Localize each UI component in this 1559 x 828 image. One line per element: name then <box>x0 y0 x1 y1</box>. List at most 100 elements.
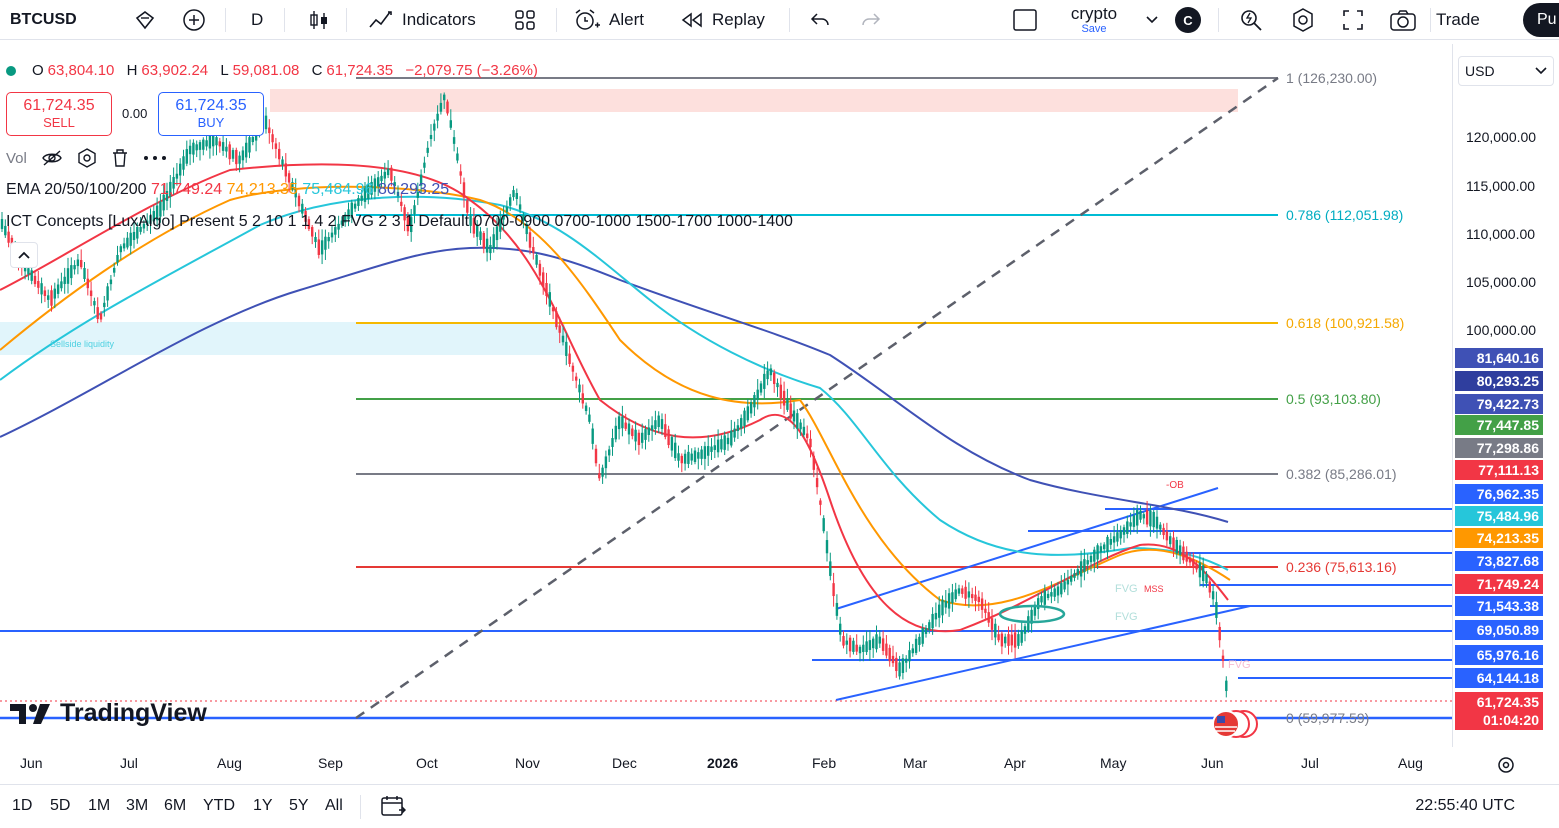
sell-button[interactable]: 61,724.35 SELL <box>6 92 112 136</box>
eye-hidden-icon[interactable] <box>41 149 63 167</box>
fib-label-1: 1 (126,230.00) <box>1286 70 1378 86</box>
candle-body <box>304 210 307 222</box>
bottom-toolbar: 1D 5D 1M 3M 6M YTD 1Y 5Y All 22:55:40 UT… <box>0 784 1559 828</box>
candle-body <box>175 173 179 179</box>
candle-body <box>905 658 908 663</box>
candle-body <box>119 246 122 253</box>
candle-body <box>1169 536 1172 545</box>
candle-body <box>1182 546 1185 561</box>
candle-body <box>551 307 555 312</box>
symbol-search[interactable]: BTCUSD <box>10 11 77 28</box>
ema-legend[interactable]: EMA 20/50/100/200 71,749.24 74,213.35 75… <box>6 181 449 199</box>
layout-square-icon[interactable] <box>1012 0 1038 40</box>
go-to-date-calendar-icon[interactable] <box>380 794 407 823</box>
replay-button[interactable]: Replay <box>680 0 765 40</box>
candle-body <box>1083 559 1086 573</box>
candle-body <box>1070 575 1073 582</box>
candle-body <box>967 591 971 598</box>
range-ytd[interactable]: YTD <box>203 797 235 814</box>
settings-icon[interactable] <box>77 148 97 168</box>
candle-body <box>429 134 433 140</box>
candle-body <box>707 446 710 456</box>
candle-body <box>548 292 551 307</box>
range-1d[interactable]: 1D <box>12 797 33 814</box>
candle-body <box>489 244 492 254</box>
candle-body <box>393 182 396 187</box>
candle-body <box>1089 555 1093 563</box>
candle-body <box>812 455 815 470</box>
utc-clock[interactable]: 22:55:40 UTC <box>1415 797 1515 814</box>
chart-pane[interactable]: -OB FVG MSS FVG FVG Sellside liquidity <box>0 44 1452 747</box>
range-1m[interactable]: 1M <box>88 797 111 814</box>
candle-body <box>327 237 330 242</box>
price-tag: 71,749.24 <box>1455 574 1543 594</box>
candle-body <box>700 449 703 459</box>
range-all[interactable]: All <box>325 797 343 814</box>
candle-body <box>581 393 584 404</box>
candle-body <box>977 596 980 603</box>
candle-body <box>736 425 740 432</box>
candle-body <box>109 279 113 285</box>
candle-body <box>769 368 773 376</box>
time-axis[interactable]: Jun Jul Aug Sep Oct Nov Dec 2026 Feb Mar… <box>0 747 1559 779</box>
candles-icon[interactable] <box>308 0 330 40</box>
templates-icon[interactable] <box>513 0 537 40</box>
alert-button[interactable]: Alert <box>573 0 644 40</box>
redo-icon[interactable] <box>860 0 882 40</box>
camera-icon[interactable] <box>1389 0 1417 40</box>
candle-body <box>202 139 205 150</box>
settings-gear-icon[interactable] <box>1290 0 1316 40</box>
range-1y[interactable]: 1Y <box>253 797 273 814</box>
candle-body <box>1037 598 1040 610</box>
range-3m[interactable]: 3M <box>126 797 149 814</box>
time-axis-label: Aug <box>217 755 242 771</box>
time-axis-label: Jul <box>1301 755 1319 771</box>
candle-body <box>476 224 479 237</box>
candle-body <box>1221 655 1225 662</box>
candle-body <box>347 209 350 220</box>
indicators-button[interactable]: Indicators <box>368 0 476 40</box>
price-tag: 74,213.35 <box>1455 528 1543 548</box>
currency-select[interactable]: USD <box>1458 56 1554 86</box>
range-5d[interactable]: 5D <box>50 797 71 814</box>
range-6m[interactable]: 6M <box>164 797 187 814</box>
add-symbol-icon[interactable] <box>182 0 206 40</box>
trash-icon[interactable] <box>111 148 129 168</box>
candle-body <box>297 195 301 207</box>
quick-search-icon[interactable] <box>1238 0 1264 40</box>
low-value: 59,081.08 <box>232 62 300 79</box>
candle-body <box>334 227 337 235</box>
trade-button[interactable]: Trade <box>1436 10 1480 29</box>
price-axis-label: 110,000.00 <box>1466 226 1536 242</box>
candle-body <box>179 163 182 176</box>
buy-button[interactable]: 61,724.35 BUY <box>158 92 264 136</box>
chevron-down-icon[interactable] <box>1145 0 1159 40</box>
avatar[interactable]: C <box>1175 0 1201 40</box>
fullscreen-icon[interactable] <box>1341 0 1365 40</box>
collapse-legend-button[interactable] <box>10 242 38 268</box>
price-chart[interactable]: -OB FVG MSS FVG FVG Sellside liquidity <box>0 44 1452 747</box>
candle-body <box>848 637 852 652</box>
more-dots-icon[interactable] <box>143 154 167 162</box>
undo-icon[interactable] <box>809 0 831 40</box>
price-axis[interactable] <box>1452 44 1559 747</box>
highlight-ellipse[interactable] <box>998 604 1066 624</box>
candle-body <box>406 216 410 232</box>
us-flag-events-icon[interactable] <box>1212 710 1258 738</box>
candle-body <box>525 223 528 235</box>
ict-concepts-legend[interactable]: ICT Concepts [LuxAlgo] Present 5 2 10 1 … <box>6 213 793 230</box>
candle-body <box>571 365 575 372</box>
channel-upper-line[interactable] <box>835 487 1219 610</box>
publish-button[interactable]: Pu <box>1523 3 1559 37</box>
ohlc-legend: O 63,804.10 H 63,902.24 L 59,081.08 C 61,724… <box>6 62 538 79</box>
fib-trend-dashed-line[interactable] <box>355 76 1279 720</box>
candle-body <box>779 384 782 399</box>
range-5y[interactable]: 5Y <box>289 797 309 814</box>
candle-body <box>792 410 796 422</box>
layout-name-button[interactable]: crypto Save <box>1060 0 1128 40</box>
interval-button[interactable]: D <box>251 10 264 29</box>
time-axis-label: Feb <box>812 755 837 771</box>
channel-lower-line[interactable] <box>835 605 1251 701</box>
watchlist-diamond-icon[interactable] <box>134 0 156 40</box>
axis-settings-gear-icon[interactable] <box>1496 755 1516 778</box>
